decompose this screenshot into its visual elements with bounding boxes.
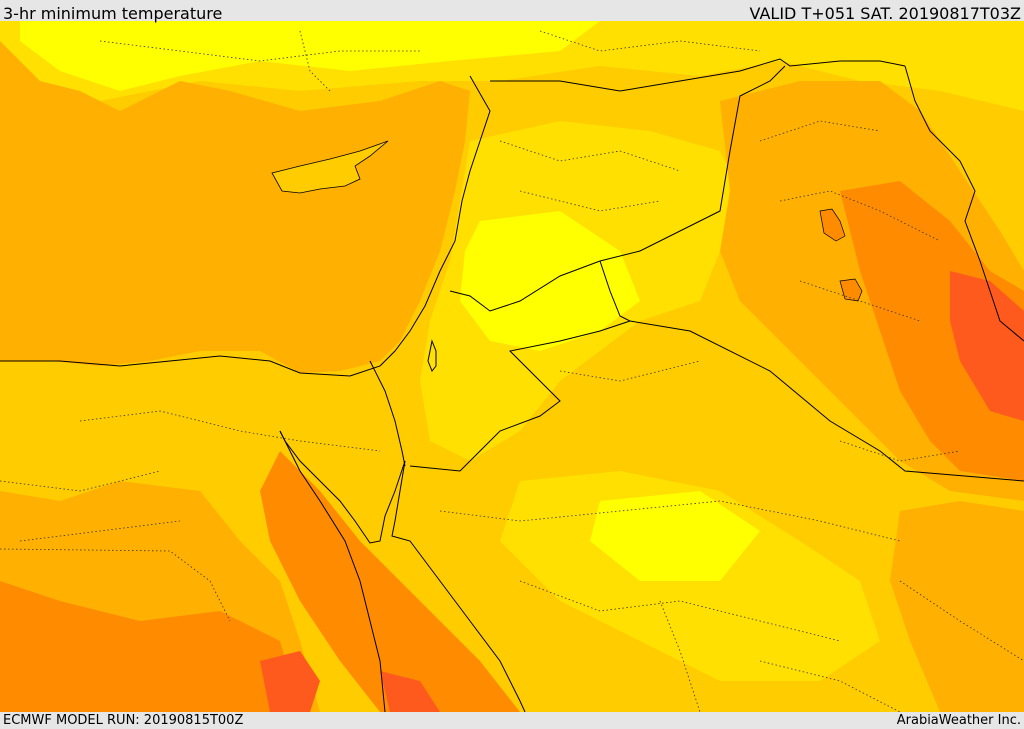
credit-label: ArabiaWeather Inc. [896, 713, 1021, 728]
sw-deep-orange [0, 581, 300, 712]
lake-razazah [839, 278, 863, 302]
map-canvas [0, 21, 1024, 712]
basra-red [950, 271, 1024, 421]
lake-tharthar [819, 208, 846, 242]
mediterranean-sea [0, 41, 470, 373]
model-run-label: ECMWF MODEL RUN: 20190815T00Z [3, 713, 244, 728]
jordan-bright-yellow [460, 211, 640, 351]
red-sea-south-red [380, 671, 440, 712]
map-title: 3-hr minimum temperature [3, 4, 223, 23]
cyprus-island [271, 140, 389, 194]
valid-time: VALID T+051 SAT. 20190817T03Z [749, 4, 1021, 23]
temperature-map[interactable] [0, 21, 1024, 712]
central-yellow [590, 491, 760, 581]
province-lines [0, 30, 1024, 712]
header-bar: 3-hr minimum temperature VALID T+051 SAT… [0, 0, 1024, 23]
red-sea-orange [260, 451, 520, 712]
north-bright-yellow [20, 21, 600, 91]
country-borders [0, 58, 1024, 712]
sw-red-patch [260, 651, 320, 712]
east-saudi-orange [890, 501, 1024, 712]
footer-bar: ECMWF MODEL RUN: 20190815T00Z ArabiaWeat… [0, 712, 1024, 729]
